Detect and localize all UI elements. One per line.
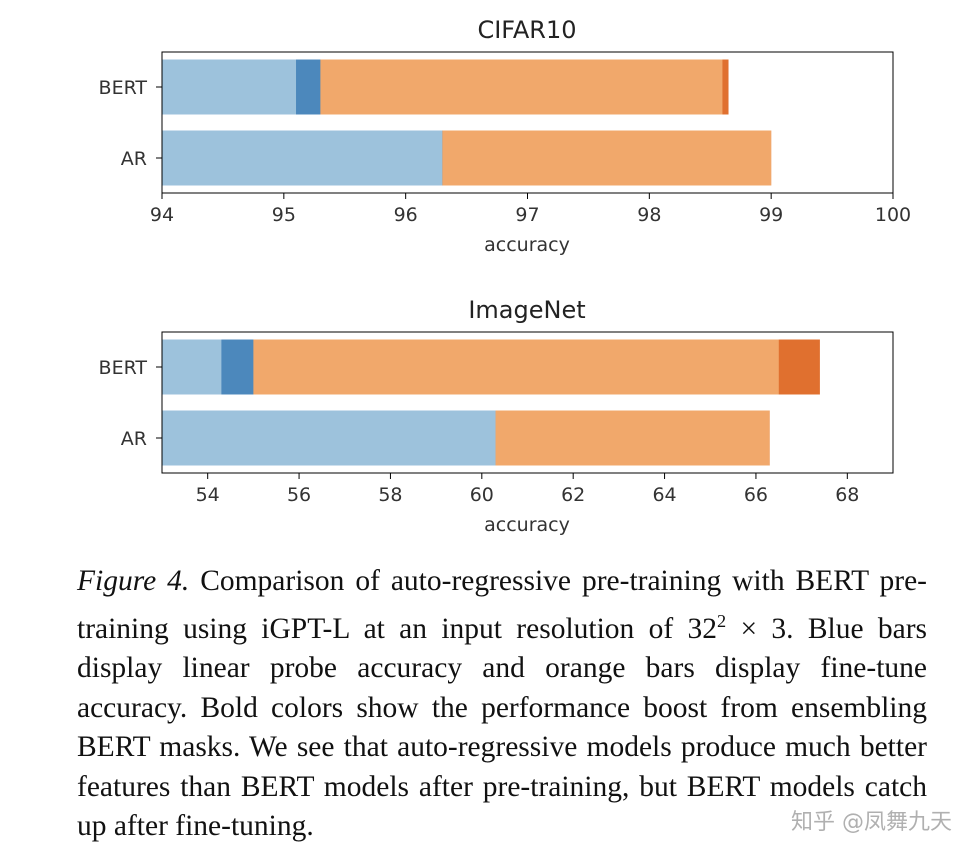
x-axis: 54 56 58 60 62 64 66 68 <box>196 473 859 506</box>
x-tick-label: 96 <box>394 204 418 226</box>
y-tick-label-ar: AR <box>121 428 147 450</box>
y-tick-label-ar: AR <box>121 148 147 170</box>
x-tick-label: 100 <box>875 204 911 226</box>
y-axis: BERT AR <box>99 357 162 450</box>
x-tick-label: 66 <box>744 484 768 506</box>
x-tick-label: 56 <box>287 484 311 506</box>
bar-group <box>162 59 772 186</box>
bar-ar-linear-probe <box>162 130 443 186</box>
caption-exponent: 2 <box>716 610 727 631</box>
cifar10-chart: CIFAR10 BERT AR 94 95 96 97 98 99 100 accuracy <box>99 16 912 256</box>
bar-group <box>162 339 820 466</box>
x-axis-label: accuracy <box>484 514 570 536</box>
x-tick-label: 60 <box>470 484 494 506</box>
figure-caption: Figure 4. Comparison of auto-regressive … <box>77 562 927 847</box>
bar-ar-linear-probe <box>162 410 496 466</box>
watermark: 知乎 @凤舞九天 <box>791 810 952 835</box>
bar-bert-fine-tune <box>162 339 779 395</box>
x-tick-label: 98 <box>637 204 661 226</box>
x-tick-label: 62 <box>561 484 585 506</box>
caption-text-part2: × 3. Blue bars display linear probe accu… <box>77 612 927 843</box>
x-tick-label: 95 <box>272 204 296 226</box>
x-tick-label: 68 <box>835 484 859 506</box>
caption-text-part1: Comparison of auto-regressive pre-traini… <box>77 565 928 645</box>
chart-title: CIFAR10 <box>477 16 576 44</box>
x-tick-label: 97 <box>515 204 539 226</box>
plot-frame <box>161 331 894 474</box>
x-tick-label: 58 <box>378 484 402 506</box>
imagenet-chart: ImageNet BERT AR 54 56 58 60 62 64 66 68 accura… <box>99 296 894 536</box>
x-axis: 94 95 96 97 98 99 100 <box>150 193 911 226</box>
y-tick-label-bert: BERT <box>99 357 148 379</box>
x-tick-label: 99 <box>759 204 783 226</box>
caption-label: Figure 4. <box>77 565 190 597</box>
bar-bert-linear-probe <box>162 59 297 115</box>
y-axis: BERT AR <box>99 77 162 170</box>
figure-charts: CIFAR10 BERT AR 94 95 96 97 98 99 100 accuracy… <box>99 16 912 536</box>
x-tick-label: 54 <box>196 484 220 506</box>
x-tick-label: 94 <box>150 204 174 226</box>
chart-title: ImageNet <box>468 296 585 324</box>
bar-bert-linear-probe <box>162 339 222 395</box>
x-axis-label: accuracy <box>484 234 570 256</box>
x-tick-label: 64 <box>652 484 676 506</box>
y-tick-label-bert: BERT <box>99 77 148 99</box>
